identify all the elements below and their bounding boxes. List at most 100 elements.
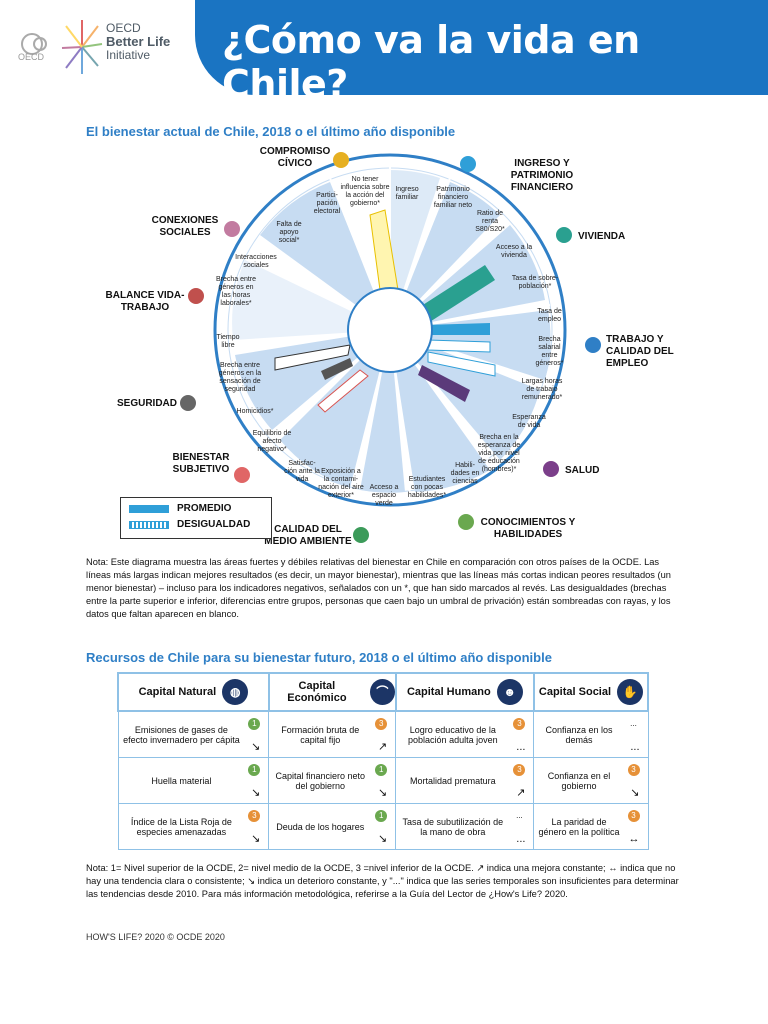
ind-19: Tiempo libre bbox=[216, 334, 240, 349]
shield-icon bbox=[180, 395, 196, 411]
ind-9: Esperanza de vida bbox=[512, 414, 546, 429]
heart-icon bbox=[234, 467, 250, 483]
dim-label-conocimientos: CONOCIMIENTOS Y HABILIDADES bbox=[480, 517, 576, 540]
legend-swatch-inequality bbox=[129, 521, 169, 529]
ind-1: Ingreso familiar bbox=[395, 186, 419, 201]
ind-14: Exposición a la contami-nación del aire … bbox=[318, 468, 364, 499]
level-badge: 3 bbox=[513, 718, 526, 730]
level-badge: 3 bbox=[375, 718, 388, 730]
briefcase-icon bbox=[585, 337, 601, 353]
logo-line-2: Better Life bbox=[106, 34, 171, 49]
logo-line-1: OECD bbox=[106, 21, 141, 35]
header-economic: Capital Económico ⌒ bbox=[267, 672, 397, 712]
wheel-bars bbox=[274, 209, 496, 413]
page-title: ¿Cómo va la vida en Chile? bbox=[222, 18, 640, 106]
table-row: Emisiones de gases de efecto invernadero… bbox=[117, 710, 649, 758]
table-row: Índice de la Lista Roja de especies amen… bbox=[117, 803, 649, 850]
tree-icon bbox=[353, 527, 369, 543]
cell: Tasa de subutilización de la mano de obr… bbox=[395, 803, 535, 850]
envelope-icon bbox=[333, 152, 349, 168]
cell: Confianza en el gobierno 3 ↘ bbox=[533, 757, 649, 804]
ind-8: Largas horas de trabajo remunerado* bbox=[521, 378, 563, 401]
trend-icon: ↗ bbox=[516, 787, 526, 799]
ind-18: Brecha entre géneros en la sensación de … bbox=[218, 362, 262, 393]
legend-average: PROMEDIO bbox=[177, 503, 232, 514]
cell: Emisiones de gases de efecto invernadero… bbox=[117, 710, 270, 758]
wellbeing-wheel bbox=[213, 153, 567, 507]
ind-17: Homicidios* bbox=[236, 408, 274, 415]
level-badge: 1 bbox=[248, 764, 261, 776]
ind-10: Brecha en la esperanza de vida por nivel… bbox=[477, 434, 521, 473]
dim-label-medio-ambiente: CALIDAD DEL MEDIO AMBIENTE bbox=[264, 524, 352, 547]
trend-icon: ↘ bbox=[251, 833, 261, 845]
money-icon bbox=[460, 156, 476, 172]
header-human: Capital Humano ☻ bbox=[394, 672, 535, 712]
ind-15: Satisfac-ción ante la vida bbox=[284, 460, 320, 483]
globe-icon: ◍ bbox=[222, 679, 249, 705]
ind-11: Estudiantes con pocas habilidades* bbox=[407, 476, 447, 499]
cell: Formación bruta de capital fijo 3 ↗ bbox=[268, 710, 397, 758]
section-title-current: El bienestar actual de Chile, 2018 o el … bbox=[86, 124, 456, 139]
better-life-star-icon bbox=[61, 20, 103, 74]
people-icon bbox=[224, 221, 240, 237]
better-life-logo: OECD Better Life Initiative bbox=[106, 22, 170, 62]
trend-icon: ↘ bbox=[377, 787, 388, 799]
cell: Índice de la Lista Roja de especies amen… bbox=[117, 803, 270, 850]
cell: Capital financiero neto del gobierno 1 ↘ bbox=[268, 757, 397, 804]
table-row: Huella material 1 ↘ Capital financiero net… bbox=[117, 757, 649, 804]
level-badge: 3 bbox=[513, 764, 526, 776]
dim-label-salud: SALUD bbox=[565, 465, 600, 476]
ind-5: Tasa de sobre-población* bbox=[511, 275, 559, 290]
oecd-logo-text: OECD bbox=[18, 52, 45, 62]
ind-4: Acceso a la vivienda bbox=[495, 244, 533, 259]
ind-7: Brecha salarial entre géneros* bbox=[535, 336, 564, 367]
header-social: Capital Social ✋ bbox=[532, 672, 650, 712]
dim-label-trabajo: TRABAJO Y CALIDAD DEL EMPLEO bbox=[606, 334, 674, 369]
ind-21: Interacciones sociales bbox=[235, 254, 277, 269]
trend-icon: ↘ bbox=[251, 787, 261, 799]
ind-3: Ratio de renta S80/S20* bbox=[475, 210, 505, 233]
dim-label-seguridad: SEGURIDAD bbox=[116, 398, 177, 409]
level-badge: 3 bbox=[248, 810, 261, 822]
trend-icon: ↗ bbox=[377, 741, 388, 753]
trend-icon: ... bbox=[516, 833, 526, 845]
header-banner bbox=[195, 0, 768, 95]
level-badge: 3 bbox=[627, 764, 640, 776]
dim-label-bienestar-subjetivo: BIENESTAR SUBJETIVO bbox=[172, 452, 230, 475]
footer: HOW'S LIFE? 2020 © OCDE 2020 bbox=[86, 932, 225, 942]
capitals-table: Capital Natural ◍ Capital Económico ⌒ Capi… bbox=[117, 672, 650, 850]
ind-20: Brecha entre géneros en las horas labora… bbox=[215, 276, 257, 307]
head-icon: ☻ bbox=[496, 679, 523, 705]
header-natural: Capital Natural ◍ bbox=[117, 672, 270, 712]
handshake-icon: ✋ bbox=[617, 679, 644, 705]
trend-icon: ↘ bbox=[251, 741, 261, 753]
legend-inequality: DESIGUALDAD bbox=[177, 519, 251, 530]
level-badge: ... bbox=[630, 719, 637, 728]
level-badge: 3 bbox=[627, 810, 640, 822]
level-badge: 1 bbox=[375, 764, 388, 776]
ind-12: Habili-dades en ciencias bbox=[450, 462, 480, 485]
ind-13: Acceso a espacio verde bbox=[369, 484, 399, 507]
ind-16: Equilibrio de afecto negativo* bbox=[252, 430, 292, 453]
trend-icon: ... bbox=[630, 741, 640, 753]
dim-label-conexiones: CONEXIONES SOCIALES bbox=[151, 215, 219, 238]
logo-line-3: Initiative bbox=[106, 48, 151, 62]
trend-icon: ... bbox=[516, 741, 526, 753]
level-badge: ... bbox=[516, 811, 523, 820]
bridge-icon: ⌒ bbox=[369, 679, 395, 705]
header-human-label: Capital Humano bbox=[406, 686, 491, 698]
dim-label-ingreso: INGRESO Y PATRIMONIO FINANCIERO bbox=[510, 158, 574, 193]
level-badge: 1 bbox=[248, 718, 261, 730]
level-badge: 1 bbox=[375, 810, 388, 822]
trend-icon: ↘ bbox=[377, 833, 388, 845]
ind-23: Partici-pación electoral bbox=[313, 192, 341, 215]
header-economic-label: Capital Económico bbox=[287, 680, 347, 704]
cell: Huella material 1 ↘ bbox=[117, 757, 270, 804]
ind-2: Patrimonio financiero familiar neto bbox=[433, 186, 473, 209]
dim-label-balance: BALANCE VIDA-TRABAJO bbox=[105, 290, 185, 313]
cell: Mortalidad prematura 3 ↗ bbox=[395, 757, 535, 804]
health-cross-icon bbox=[543, 461, 559, 477]
cell: La paridad de género en la política 3 ↔ bbox=[533, 803, 649, 850]
book-icon bbox=[458, 514, 474, 530]
cell: Deuda de los hogares 1 ↘ bbox=[268, 803, 397, 850]
